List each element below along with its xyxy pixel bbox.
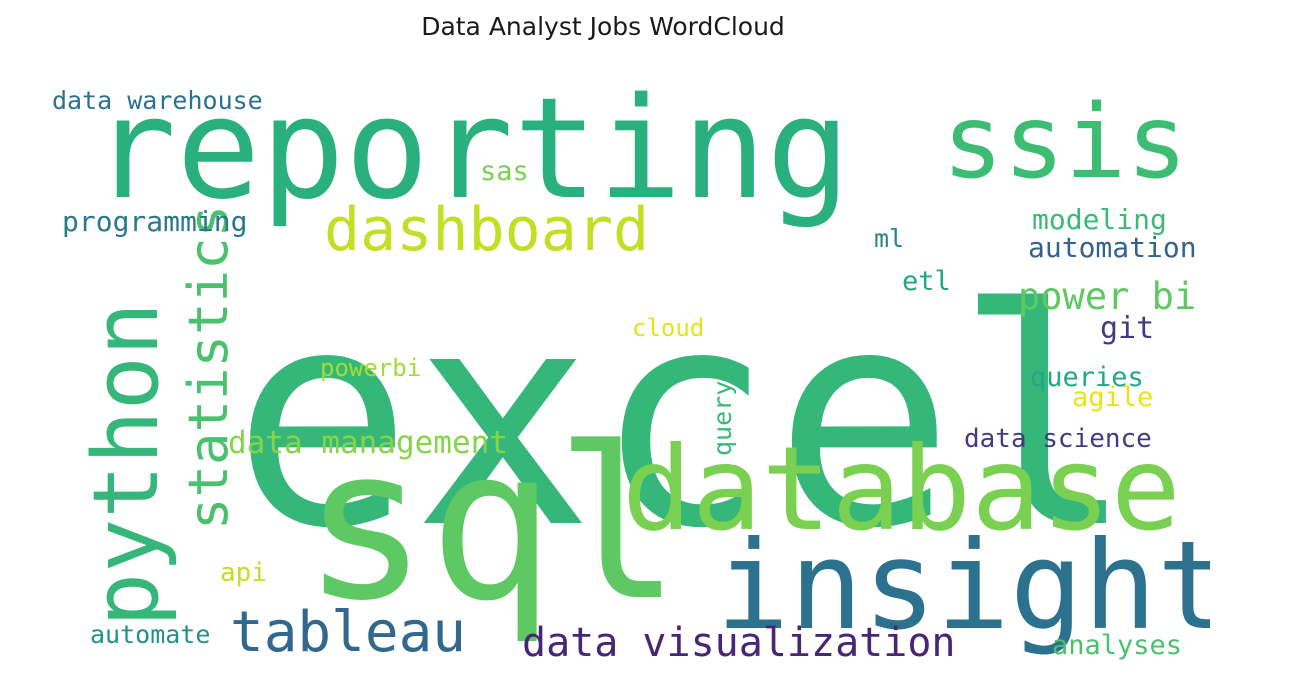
word-api: api [220,558,267,588]
word-ml: ml [874,224,905,253]
word-analyses: analyses [1052,630,1183,661]
word-statistics: statistics [177,204,240,530]
word-programming: programming [62,205,248,238]
word-sql: sql [302,402,682,647]
word-powerbi: powerbi [320,354,422,382]
word-data-warehouse: data warehouse [52,86,263,115]
word-insight: insight [716,515,1210,657]
word-dashboard: dashboard [324,195,650,265]
word-tableau: tableau [230,600,467,665]
word-reporting: reporting [92,70,851,231]
word-cloud: excel reporting ssis sql database insigh… [20,70,1210,690]
word-automation: automation [1028,231,1197,264]
word-queries: queries [1030,362,1144,393]
word-data-science: data science [964,424,1152,454]
word-data-visualization: data visualization [522,620,956,666]
word-power-bi: power bi [1018,275,1197,318]
word-automate: automate [90,620,211,649]
word-etl: etl [902,266,951,297]
chart-title: Data Analyst Jobs WordCloud [421,12,785,41]
word-sas: sas [480,156,529,187]
word-query: query [708,380,737,456]
word-cloud: cloud [632,314,705,342]
word-git: git [1100,311,1155,346]
word-data-management: data management [228,425,508,461]
word-excel: excel [232,245,1136,594]
word-modeling: modeling [1032,203,1167,236]
word-ssis: ssis [942,83,1188,202]
word-agile: agile [1072,382,1154,413]
word-python: python [74,301,179,627]
word-database: database [622,422,1181,557]
